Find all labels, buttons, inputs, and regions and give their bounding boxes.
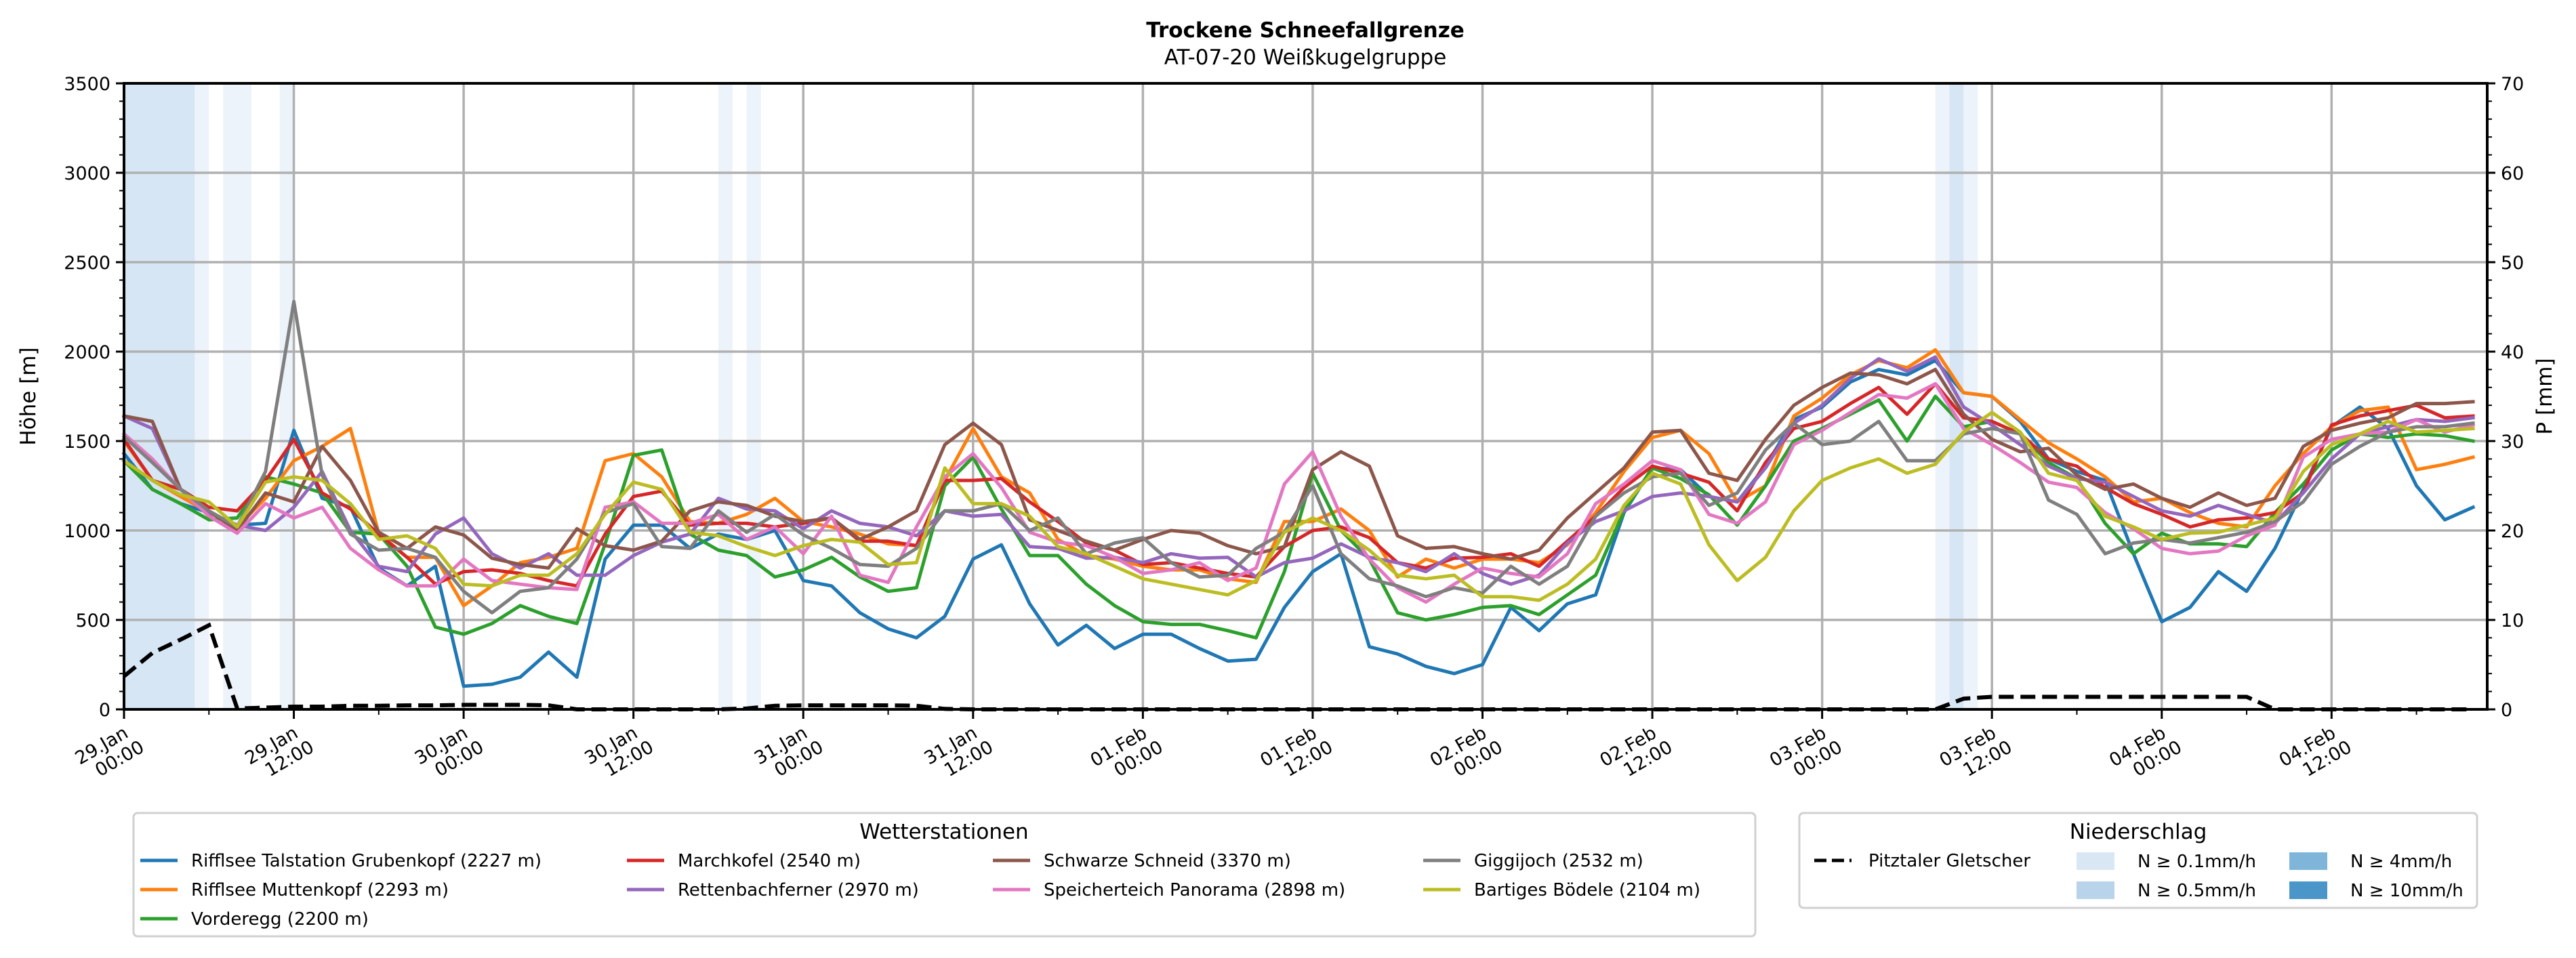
axes xyxy=(123,82,2489,711)
legend-stations-box xyxy=(132,812,1757,938)
legend-label: Rifflsee Muttenkopf (2293 m) xyxy=(191,880,449,900)
legend-item: Giggijoch (2532 m) xyxy=(1423,851,1643,871)
legend-precip-label: N ≥ 10mm/h xyxy=(2350,881,2463,901)
y-axis-right-label: P [mm] xyxy=(2533,358,2557,434)
y-tick-label: 2500 xyxy=(64,253,110,274)
legend-label: Bartiges Bödele (2104 m) xyxy=(1474,880,1700,900)
legend-precip-levels: N ≥ 0.1mm/h N ≥ 0.5mm/h N ≥ 4mm/h N ≥ 10mm/… xyxy=(2077,852,2463,901)
legend-item: Rettenbachferner (2970 m) xyxy=(627,880,919,900)
precip-band xyxy=(195,83,209,709)
legend-item: Vorderegg (2200 m) xyxy=(140,909,369,930)
station-series xyxy=(121,299,2476,688)
legend-precip-level: N ≥ 4mm/h xyxy=(2289,852,2452,872)
y-tick-label: 500 xyxy=(75,610,110,631)
y-tick-label: 3500 xyxy=(64,74,110,95)
series-line-9 xyxy=(121,411,2475,602)
legend-precip-swatch xyxy=(2289,852,2327,870)
y-axis-label: Höhe [m] xyxy=(16,347,41,445)
legend-item: Rifflsee Muttenkopf (2293 m) xyxy=(140,880,449,900)
legend-label: Speicherteich Panorama (2898 m) xyxy=(1044,880,1345,900)
precip-band xyxy=(718,83,733,709)
legend-precip-label: N ≥ 4mm/h xyxy=(2350,852,2452,872)
legend-label: Marchkofel (2540 m) xyxy=(678,851,861,871)
y-right-tick-label: 10 xyxy=(2501,610,2524,631)
y-right-tick-label: 30 xyxy=(2501,432,2524,453)
precip-band xyxy=(124,83,195,709)
legend-precip: Niederschlag Pitztaler Gletscher N ≥ 0.1… xyxy=(1798,812,2478,909)
precip-band xyxy=(746,83,761,709)
legend-item: Marchkofel (2540 m) xyxy=(627,851,861,871)
y-tick-label: 1000 xyxy=(64,521,110,542)
legend-station-items: Rifflsee Talstation Grubenkopf (2227 m) R… xyxy=(140,851,1700,930)
legend-precip-swatch xyxy=(2077,852,2114,870)
chart-subtitle: AT-07-20 Weißkugelgruppe xyxy=(1164,45,1447,70)
legend-precip-level: N ≥ 0.5mm/h xyxy=(2077,881,2256,901)
y-tick-label: 0 xyxy=(99,700,110,721)
chart-title: Trockene Schneefallgrenze xyxy=(1146,18,1465,43)
legend-precip-level: N ≥ 10mm/h xyxy=(2289,881,2463,901)
precip-band xyxy=(279,83,294,709)
precip-band xyxy=(223,83,251,709)
legend-precip-level: N ≥ 0.1mm/h xyxy=(2077,852,2256,872)
legend-stations-title: Wetterstationen xyxy=(859,820,1028,844)
grid-lines xyxy=(124,83,2487,709)
legend-label: Schwarze Schneid (3370 m) xyxy=(1044,851,1291,871)
legend-label: Rettenbachferner (2970 m) xyxy=(678,880,919,900)
y-tick-label: 1500 xyxy=(64,432,110,453)
y-right-tick-label: 70 xyxy=(2501,74,2524,95)
legend-precip-label: N ≥ 0.5mm/h xyxy=(2138,881,2256,901)
series-line-8 xyxy=(121,299,2475,615)
y-right-tick-label: 0 xyxy=(2501,700,2512,721)
legend-precip-swatch xyxy=(2077,881,2114,899)
y-tick-label: 3000 xyxy=(64,163,110,184)
y-tick-label: 2000 xyxy=(64,342,110,363)
legend-stations: Wetterstationen Rifflsee Talstation Grub… xyxy=(132,812,1757,938)
legend-precip-swatch xyxy=(2289,881,2327,899)
legend-item: Bartiges Bödele (2104 m) xyxy=(1423,880,1700,900)
y-right-tick-label: 50 xyxy=(2501,253,2524,274)
legend-item: Speicherteich Panorama (2898 m) xyxy=(993,880,1345,900)
y-right-tick-label: 40 xyxy=(2501,342,2524,363)
plot-frame xyxy=(123,82,2489,711)
series-line-4 xyxy=(121,382,2475,588)
legend-precip-label: N ≥ 0.1mm/h xyxy=(2138,852,2256,872)
legend-item: Rifflsee Talstation Grubenkopf (2227 m) xyxy=(140,851,541,871)
y-right-tick-label: 60 xyxy=(2501,163,2524,184)
series-line-1 xyxy=(121,358,2476,688)
y-right-tick-label: 20 xyxy=(2501,521,2524,542)
precip-band xyxy=(1963,83,1978,709)
legend-label: Rifflsee Talstation Grubenkopf (2227 m) xyxy=(191,851,541,871)
legend-precip-line-label: Pitztaler Gletscher xyxy=(1868,851,2030,871)
legend-precip-title: Niederschlag xyxy=(2070,820,2207,844)
series-line-7 xyxy=(121,382,2476,604)
legend-item: Schwarze Schneid (3370 m) xyxy=(993,851,1291,871)
legend-label: Vorderegg (2200 m) xyxy=(191,909,369,930)
legend-label: Giggijoch (2532 m) xyxy=(1474,851,1643,871)
